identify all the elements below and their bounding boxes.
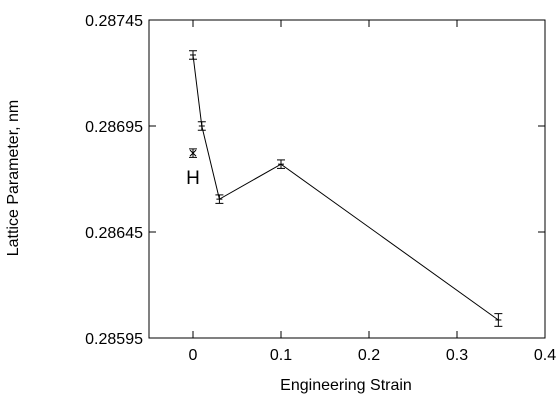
data-point [197,121,206,131]
x-tick-label: 0.4 [534,347,556,364]
y-tick-label: 0.28745 [85,13,143,30]
plot-border [148,19,546,339]
x-tick-label: 0.2 [358,347,380,364]
y-axis-label: Lattice Parameter, nm [5,100,22,257]
x-axis: 0 0.1 0.2 0.3 0.4 [189,20,556,364]
data-point [215,194,224,204]
annotation-point [189,148,197,158]
x-tick-label: 0.3 [446,347,468,364]
annotation-layer: H [186,148,200,189]
series-layer [189,50,503,327]
annotation-label: H [186,168,200,189]
plot-frame [148,19,546,339]
y-tick-label: 0.28595 [85,331,143,348]
data-point [189,50,197,60]
cross-marker [189,149,197,157]
y-tick-label: 0.28645 [85,225,143,242]
data-point [277,159,285,169]
data-point [494,313,503,327]
x-tick-label: 0.1 [270,347,292,364]
y-axis: 0.28595 0.28645 0.28695 0.28745 [85,13,545,348]
x-tick-label: 0 [189,347,198,364]
y-tick-label: 0.28695 [85,119,143,136]
series-line [192,54,499,321]
x-axis-label: Engineering Strain [280,377,412,394]
